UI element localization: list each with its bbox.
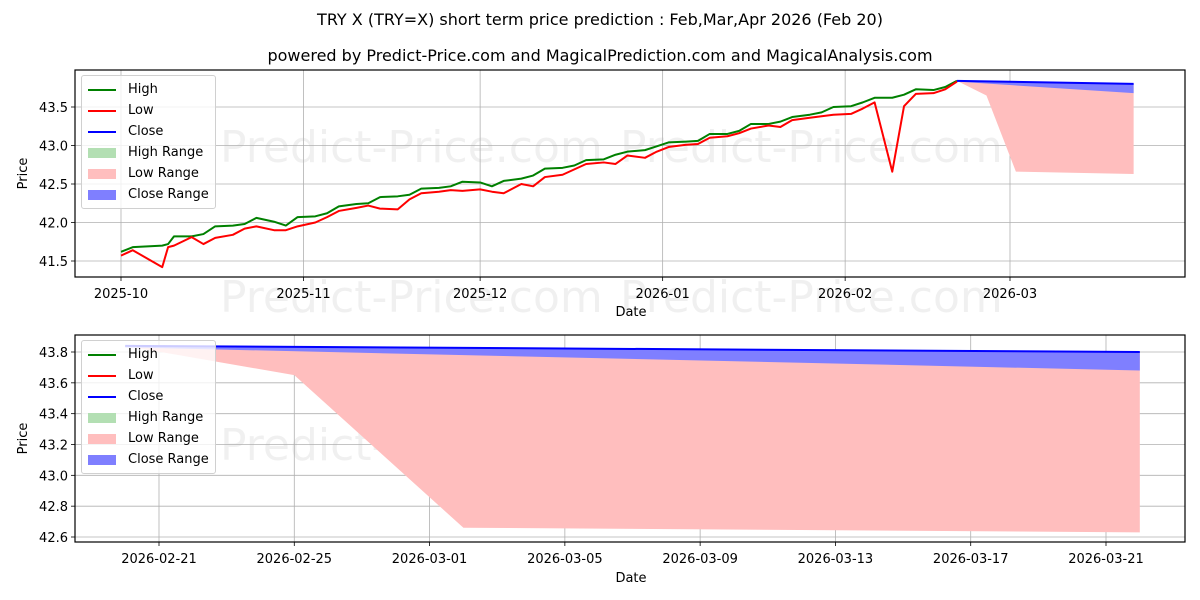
close-line	[956, 79, 1134, 85]
legend-swatch-icon	[88, 168, 116, 179]
legend-swatch-icon	[88, 433, 116, 444]
y-tick-label: 43.8	[39, 346, 68, 361]
y-tick-label: 41.5	[39, 255, 68, 270]
x-axis-label: Date	[615, 305, 646, 320]
y-tick-label: 43.2	[39, 439, 68, 454]
legend-item-close-range: Close Range	[88, 184, 209, 205]
legend-item-high: High	[88, 344, 209, 365]
legend-label: High	[128, 347, 158, 362]
legend-swatch-icon	[88, 189, 116, 200]
legend-item-low-range: Low Range	[88, 163, 209, 184]
watermark: Predict-Price.com	[220, 122, 603, 173]
legend-label: High	[128, 82, 158, 97]
plot-top: Predict-Price.com Predict-Price.com Predic…	[16, 69, 1186, 323]
x-axis-label: Date	[615, 571, 646, 586]
legend-item-high-range: High Range	[88, 407, 209, 428]
legend-label: High Range	[128, 145, 204, 160]
plot-frame	[74, 334, 1186, 543]
y-tick-label: 42.8	[39, 500, 68, 515]
plot-frame	[74, 69, 1186, 278]
watermark: Predict-Price.com	[220, 272, 603, 323]
y-tick-label: 42.6	[39, 531, 68, 546]
legend-item-low-range: Low Range	[88, 428, 209, 449]
x-tick-label: 2025-10	[94, 287, 148, 302]
legend-item-high-range: High Range	[88, 142, 209, 163]
close-range-area	[125, 345, 1140, 371]
legend-label: Low	[128, 103, 154, 118]
chart-subtitle: powered by Predict-Price.com and Magical…	[267, 46, 933, 65]
legend-top: High Low Close High Range Low Range Close Ran…	[81, 75, 216, 209]
y-tick-label: 43.4	[39, 408, 68, 423]
watermark: Predict-Price.com	[620, 272, 1003, 323]
y-tick-label: 42.0	[39, 217, 68, 232]
y-axis-label: Price	[16, 423, 31, 455]
legend-swatch-icon	[88, 454, 116, 465]
close-line	[125, 344, 1140, 353]
legend-swatch-icon	[88, 88, 116, 91]
x-tick-label: 2026-02	[818, 287, 872, 302]
series-layer	[125, 344, 1140, 533]
legend-item-high: High	[88, 79, 209, 100]
y-tick-label: 43.0	[39, 469, 68, 484]
x-tick-label: 2026-03-17	[933, 552, 1009, 567]
x-tick-label: 2026-01	[635, 287, 689, 302]
legend-swatch-icon	[88, 395, 116, 398]
x-tick-label: 2025-11	[276, 287, 330, 302]
series-layer	[120, 79, 1134, 269]
legend-item-close: Close	[88, 386, 209, 407]
legend-label: Close	[128, 389, 164, 404]
y-tick-label: 42.5	[39, 178, 68, 193]
y-axis-label: Price	[16, 158, 31, 190]
legend-swatch-icon	[88, 412, 116, 423]
legend-swatch-icon	[88, 147, 116, 158]
legend-label: Low	[128, 368, 154, 383]
x-tick-label: 2026-03	[983, 287, 1037, 302]
x-tick-label: 2026-03-09	[662, 552, 738, 567]
legend-label: Close Range	[128, 452, 209, 467]
legend-label: Close	[128, 124, 164, 139]
x-tick-label: 2025-12	[453, 287, 507, 302]
y-tick-label: 43.6	[39, 377, 68, 392]
legend-swatch-icon	[88, 374, 116, 377]
y-tick-label: 43.0	[39, 140, 68, 155]
low-range-area	[125, 345, 1140, 533]
x-tick-label: 2026-03-13	[798, 552, 874, 567]
legend-item-close-range: Close Range	[88, 449, 209, 470]
y-tick-label: 43.5	[39, 101, 68, 116]
plot-bottom: Predict-Price.comPredict-Price.com2026-0…	[16, 334, 1186, 586]
legend-swatch-icon	[88, 353, 116, 356]
legend-label: Low Range	[128, 431, 199, 446]
x-tick-label: 2026-02-21	[121, 552, 197, 567]
x-tick-label: 2026-02-25	[257, 552, 333, 567]
legend-label: High Range	[128, 410, 204, 425]
watermark: Predict-Price.com	[620, 122, 1003, 173]
high-line	[120, 79, 958, 253]
low-line	[120, 80, 958, 269]
legend-swatch-icon	[88, 130, 116, 133]
legend-label: Close Range	[128, 187, 209, 202]
legend-item-close: Close	[88, 121, 209, 142]
chart-title: TRY X (TRY=X) short term price predictio…	[317, 10, 883, 29]
legend-swatch-icon	[88, 109, 116, 112]
legend-item-low: Low	[88, 100, 209, 121]
legend-label: Low Range	[128, 166, 199, 181]
legend-bottom: High Low Close High Range Low Range Close Ran…	[81, 340, 216, 474]
low-range-area	[957, 80, 1134, 174]
x-tick-label: 2026-03-21	[1068, 552, 1144, 567]
x-tick-label: 2026-03-05	[527, 552, 603, 567]
x-tick-label: 2026-03-01	[392, 552, 468, 567]
legend-item-low: Low	[88, 365, 209, 386]
